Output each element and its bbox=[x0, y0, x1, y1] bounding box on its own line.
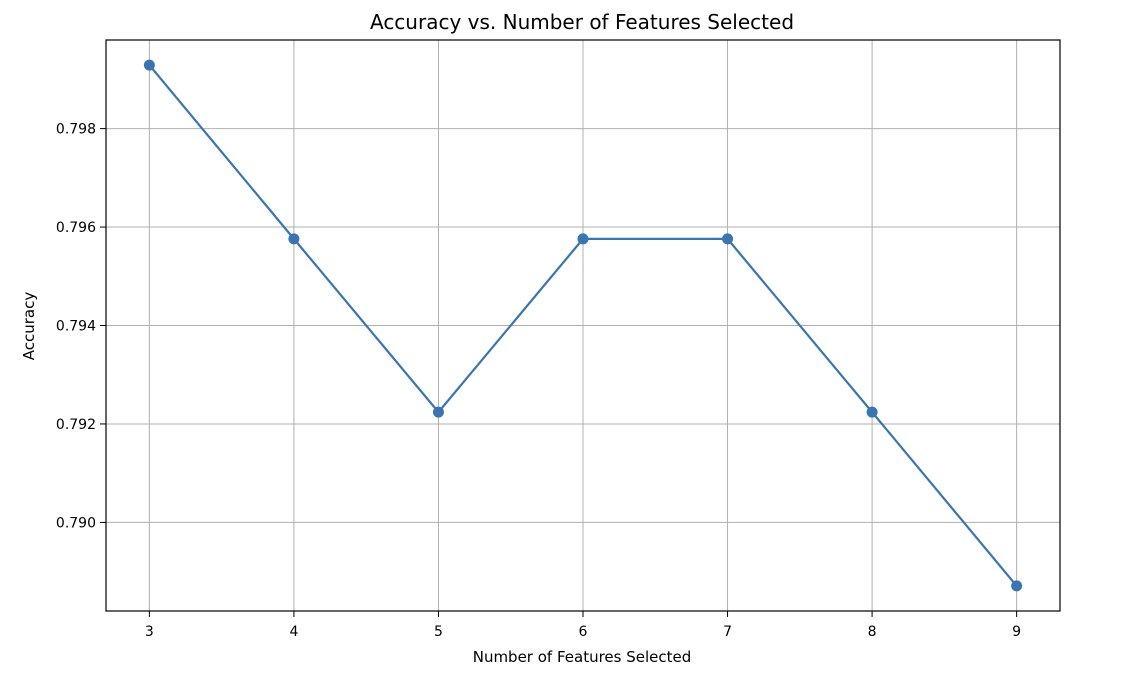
series-layer bbox=[143, 59, 1023, 592]
data-point bbox=[288, 233, 300, 245]
x-tick-label: 4 bbox=[289, 624, 298, 640]
y-tick-label: 0.796 bbox=[56, 220, 96, 236]
data-point bbox=[577, 233, 589, 245]
x-tick-label: 5 bbox=[434, 624, 443, 640]
y-tick-label: 0.794 bbox=[56, 319, 96, 335]
y-tick-label: 0.798 bbox=[56, 122, 96, 138]
y-tick-label: 0.790 bbox=[56, 515, 96, 531]
chart-title: Accuracy vs. Number of Features Selected bbox=[370, 10, 794, 34]
y-tick-label: 0.792 bbox=[56, 417, 96, 433]
ticks-layer: 3 4 5 6 7 8 9 0.790 0.792 0.794 0.796 0.798 bbox=[56, 122, 1021, 640]
x-axis-label: Number of Features Selected bbox=[473, 648, 692, 666]
y-axis-label: Accuracy bbox=[20, 292, 38, 361]
x-tick-label: 8 bbox=[868, 624, 877, 640]
grid-layer bbox=[106, 40, 1060, 611]
x-tick-label: 3 bbox=[145, 624, 154, 640]
data-point bbox=[722, 233, 734, 245]
data-point bbox=[866, 406, 878, 418]
data-point bbox=[432, 406, 444, 418]
x-tick-label: 7 bbox=[723, 624, 732, 640]
x-tick-label: 9 bbox=[1012, 624, 1021, 640]
x-tick-label: 6 bbox=[579, 624, 588, 640]
data-point bbox=[1011, 580, 1023, 592]
data-point bbox=[143, 59, 155, 71]
